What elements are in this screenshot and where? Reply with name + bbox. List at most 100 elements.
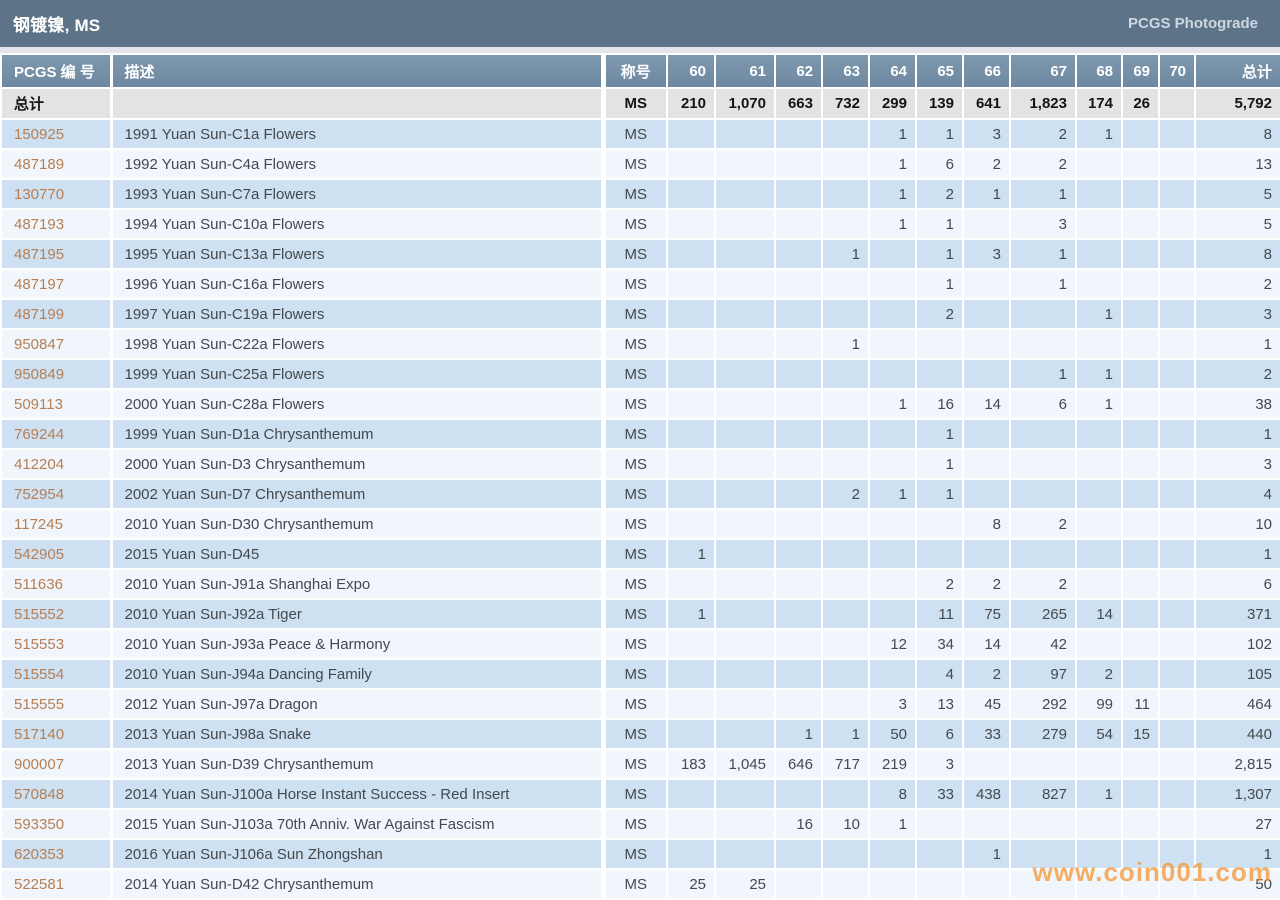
grade-69-cell bbox=[1121, 628, 1160, 660]
grade-67-cell: 2 bbox=[1009, 148, 1077, 180]
designation-cell: MS bbox=[602, 208, 668, 240]
pcgs-number-link[interactable]: 522581 bbox=[0, 868, 113, 900]
pcgs-number-link[interactable]: 487197 bbox=[0, 268, 113, 300]
grade-65-cell: 33 bbox=[915, 778, 964, 810]
grade-70-cell bbox=[1158, 868, 1196, 900]
pcgs-number-link[interactable]: 769244 bbox=[0, 418, 113, 450]
designation-cell: MS bbox=[602, 358, 668, 390]
pcgs-number-link[interactable]: 515555 bbox=[0, 688, 113, 720]
pcgs-number-link[interactable]: 515554 bbox=[0, 658, 113, 690]
pcgs-number-link[interactable]: 752954 bbox=[0, 478, 113, 510]
grade-67-cell bbox=[1009, 418, 1077, 450]
grade-66-cell: 14 bbox=[962, 628, 1011, 660]
population-table: PCGS 编 号描述 称号 60 61 62 63 64 65 66 67 68 69 70 总计 总计 M… bbox=[0, 53, 1280, 900]
pcgs-number-link[interactable]: 593350 bbox=[0, 808, 113, 840]
grade-66-cell: 2 bbox=[962, 568, 1011, 600]
grade-64-cell bbox=[868, 268, 917, 300]
grade-64-cell: 1 bbox=[868, 208, 917, 240]
grade-69-cell bbox=[1121, 838, 1160, 870]
grade-61-cell bbox=[714, 538, 776, 570]
total-cell: 13 bbox=[1194, 148, 1280, 180]
total-cell: 1 bbox=[1194, 538, 1280, 570]
pcgs-number-link[interactable]: 542905 bbox=[0, 538, 113, 570]
grade-67-cell: 42 bbox=[1009, 628, 1077, 660]
grade-63-cell bbox=[821, 598, 870, 630]
grade-65-cell bbox=[915, 358, 964, 390]
grade-69-cell bbox=[1121, 508, 1160, 540]
grade-64-cell: 3 bbox=[868, 688, 917, 720]
total-cell: 105 bbox=[1194, 658, 1280, 690]
page-title: 钢镀镍, MS bbox=[13, 16, 101, 35]
table-row: 517140 2013 Yuan Sun-J98a Snake MS 1 1 50 6 33 2… bbox=[0, 718, 1280, 750]
total-cell: 2 bbox=[1194, 358, 1280, 390]
pcgs-number-link[interactable]: 517140 bbox=[0, 718, 113, 750]
designation-cell: MS bbox=[602, 808, 668, 840]
grade-63-cell: 1 bbox=[821, 328, 870, 360]
pcgs-number-link[interactable]: 511636 bbox=[0, 568, 113, 600]
grade-70-cell bbox=[1158, 628, 1196, 660]
grade-66-cell: 2 bbox=[962, 148, 1011, 180]
grade-70-cell bbox=[1158, 298, 1196, 330]
grade-68-cell bbox=[1075, 838, 1123, 870]
grade-65-cell: 2 bbox=[915, 178, 964, 210]
pcgs-number-link[interactable]: 570848 bbox=[0, 778, 113, 810]
pcgs-number-link[interactable]: 150925 bbox=[0, 118, 113, 150]
pcgs-number-link[interactable]: 412204 bbox=[0, 448, 113, 480]
grade-60-cell bbox=[666, 838, 716, 870]
grade-68-cell bbox=[1075, 268, 1123, 300]
grade-69-cell bbox=[1121, 598, 1160, 630]
grade-69-cell bbox=[1121, 388, 1160, 420]
grade-63-cell bbox=[821, 298, 870, 330]
table-row: 511636 2010 Yuan Sun-J91a Shanghai Expo MS… bbox=[0, 568, 1280, 600]
description-cell: 1999 Yuan Sun-D1a Chrysanthemum bbox=[110, 418, 606, 450]
grade-60-cell bbox=[666, 448, 716, 480]
designation-cell: MS bbox=[602, 238, 668, 270]
grade-63-cell bbox=[821, 358, 870, 390]
grade-65-cell bbox=[915, 838, 964, 870]
designation-cell: MS bbox=[602, 268, 668, 300]
grade-64-cell bbox=[868, 358, 917, 390]
grade-65-cell: 4 bbox=[915, 658, 964, 690]
pcgs-number-link[interactable]: 509113 bbox=[0, 388, 113, 420]
grade-66-cell bbox=[962, 418, 1011, 450]
grade-64-cell: 219 bbox=[868, 748, 917, 780]
pcgs-number-link[interactable]: 130770 bbox=[0, 178, 113, 210]
pcgs-number-link[interactable]: 950849 bbox=[0, 358, 113, 390]
grade-67-cell: 3 bbox=[1009, 208, 1077, 240]
table-header: PCGS 编 号描述 称号 60 61 62 63 64 65 66 67 68 69 70 总计 bbox=[0, 53, 1280, 89]
pcgs-number-link[interactable]: 620353 bbox=[0, 838, 113, 870]
pcgs-photograde-link[interactable]: PCGS Photograde bbox=[1127, 15, 1258, 32]
grade-68-cell bbox=[1075, 538, 1123, 570]
grade-64-cell: 1 bbox=[868, 148, 917, 180]
designation-cell: MS bbox=[602, 718, 668, 750]
pcgs-number-link[interactable]: 950847 bbox=[0, 328, 113, 360]
totals-row: 总计 MS 210 1,070 663 732 299 139 641 1,823 174 26 5,7… bbox=[0, 87, 1280, 120]
table-row: 950849 1999 Yuan Sun-C25a Flowers MS 1 1 2 bbox=[0, 358, 1280, 390]
grade-62-cell: 663 bbox=[774, 87, 823, 120]
grade-65-cell bbox=[915, 538, 964, 570]
designation-cell: MS bbox=[602, 418, 668, 450]
pcgs-number-link[interactable]: 117245 bbox=[0, 508, 113, 540]
grade-67-cell: 265 bbox=[1009, 598, 1077, 630]
pcgs-number-link[interactable]: 487193 bbox=[0, 208, 113, 240]
grade-69-cell bbox=[1121, 478, 1160, 510]
pcgs-number-link[interactable]: 487199 bbox=[0, 298, 113, 330]
grade-69-cell bbox=[1121, 148, 1160, 180]
pcgs-number-link[interactable]: 515552 bbox=[0, 598, 113, 630]
designation-cell: MS bbox=[602, 868, 668, 900]
grade-61-cell: 25 bbox=[714, 868, 776, 900]
table-row: 900007 2013 Yuan Sun-D39 Chrysanthemum MS 1… bbox=[0, 748, 1280, 780]
pcgs-number-link[interactable]: 487195 bbox=[0, 238, 113, 270]
pcgs-number-link[interactable]: 900007 bbox=[0, 748, 113, 780]
grade-70-cell bbox=[1158, 418, 1196, 450]
grade-63-cell bbox=[821, 268, 870, 300]
description-cell bbox=[110, 87, 606, 120]
grade-70-cell bbox=[1158, 718, 1196, 750]
designation-cell: MS bbox=[602, 658, 668, 690]
pcgs-number-link[interactable]: 487189 bbox=[0, 148, 113, 180]
grade-63-cell bbox=[821, 418, 870, 450]
grade-63-cell bbox=[821, 688, 870, 720]
description-cell: 2010 Yuan Sun-J93a Peace & Harmony bbox=[110, 628, 606, 660]
table-row: 950847 1998 Yuan Sun-C22a Flowers MS 1 1 bbox=[0, 328, 1280, 360]
pcgs-number-link[interactable]: 515553 bbox=[0, 628, 113, 660]
